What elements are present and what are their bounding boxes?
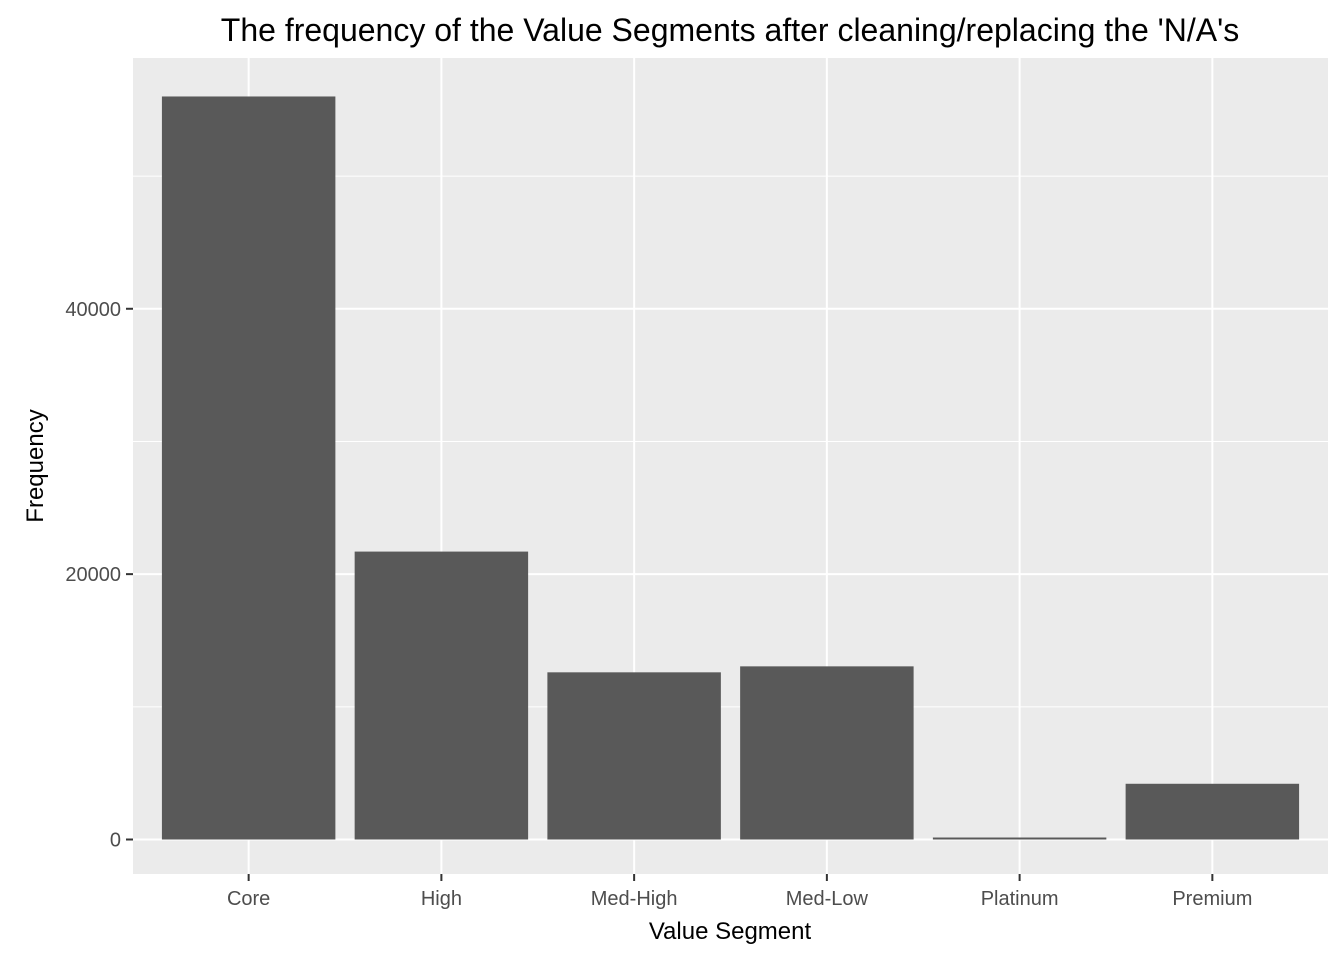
x-tick-label: Platinum (981, 888, 1059, 910)
bar-med-low (740, 666, 914, 840)
y-tick-label: 40000 (65, 299, 121, 321)
x-tick-label: High (421, 888, 462, 910)
x-axis-title: Value Segment (649, 918, 812, 945)
x-tick-label: Core (227, 888, 270, 910)
x-tick-label: Med-Low (786, 888, 869, 910)
bars (161, 96, 1300, 840)
y-tick-label: 0 (110, 830, 121, 852)
y-tick-label: 20000 (65, 564, 121, 586)
bar-core (161, 96, 336, 840)
bar-med-high (547, 672, 721, 840)
axes: 0 20000 40000 Core High Med-High Med-Low Platin… (65, 299, 1252, 910)
bar-premium (1125, 783, 1300, 840)
y-axis-title: Frequency (22, 409, 49, 522)
x-tick-label: Premium (1172, 888, 1252, 910)
bar-high (354, 551, 529, 840)
bar-platinum (932, 837, 1107, 840)
x-tick-label: Med-High (591, 888, 678, 910)
chart-title: The frequency of the Value Segments afte… (221, 12, 1239, 48)
